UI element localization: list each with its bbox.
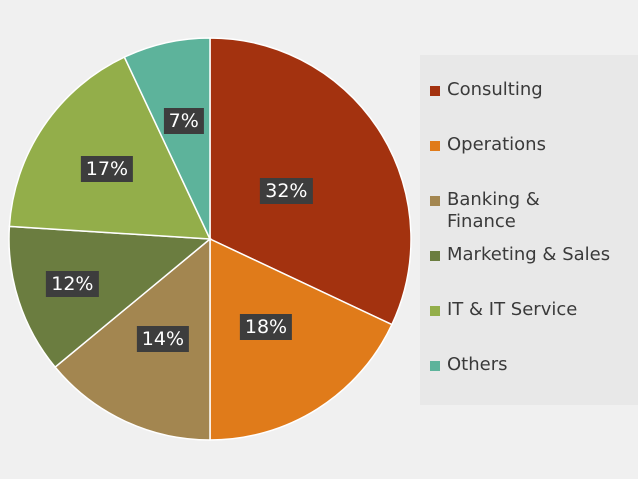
slice-label-others: 7% — [163, 108, 204, 135]
slice-label-marketing-sales: 12% — [46, 270, 99, 297]
legend-label-consulting: Consulting — [447, 79, 543, 100]
legend-swatch-it-service — [430, 306, 440, 316]
legend-swatch-banking-finance — [430, 196, 440, 206]
pie-slice-marketing-sales — [8, 225, 212, 369]
slice-label-operations: 18% — [239, 314, 293, 341]
legend-label-it-service: IT & IT Service — [447, 299, 578, 320]
pie-slice-others — [123, 37, 211, 240]
slice-label-banking-finance: 14% — [136, 326, 190, 353]
pie-slice-banking-finance — [54, 237, 211, 441]
pie-slice-it-service — [8, 56, 212, 240]
pie-slice-operations — [209, 237, 393, 441]
legend-label-banking-finance: Banking & Finance — [447, 189, 540, 232]
legend-label-marketing-sales: Marketing & Sales — [447, 244, 611, 265]
legend-swatch-marketing-sales — [430, 251, 440, 261]
legend-swatch-operations — [430, 141, 440, 151]
legend-swatch-consulting — [430, 86, 440, 96]
slice-label-consulting: 32% — [260, 177, 313, 204]
legend-label-operations: Operations — [447, 134, 546, 155]
legend: Consulting Operations Banking & Finance … — [420, 55, 638, 405]
slice-label-it-service: 17% — [80, 155, 134, 182]
legend-swatch-others — [430, 361, 440, 371]
legend-label-others: Others — [447, 354, 508, 375]
